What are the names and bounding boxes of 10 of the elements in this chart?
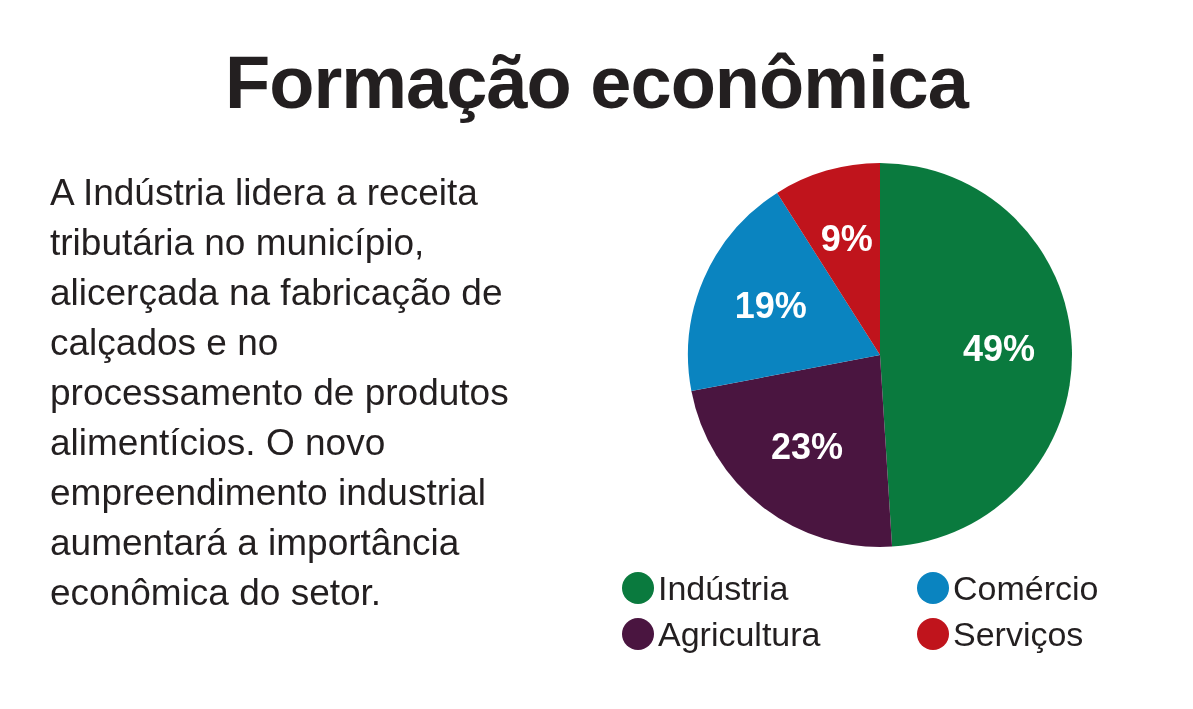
legend-label: Comércio bbox=[953, 568, 1099, 608]
legend-label: Serviços bbox=[953, 614, 1084, 654]
data-label: 49% bbox=[962, 328, 1036, 370]
legend-label: Indústria bbox=[658, 568, 789, 608]
chart-title: Formação econômica bbox=[224, 40, 970, 125]
text: A Indústria lidera a receita tributária no município, alicerçada na fabricação de calçados e no processamento de produtos alimentícios. O novo empreendimento industrial aumentará a importância econômica do setor. bbox=[50, 172, 509, 613]
data-label: 19% bbox=[734, 284, 807, 326]
data-label: 23% bbox=[771, 425, 844, 467]
legend-label: Agricultura bbox=[658, 614, 821, 654]
data-label: 9% bbox=[820, 217, 873, 259]
